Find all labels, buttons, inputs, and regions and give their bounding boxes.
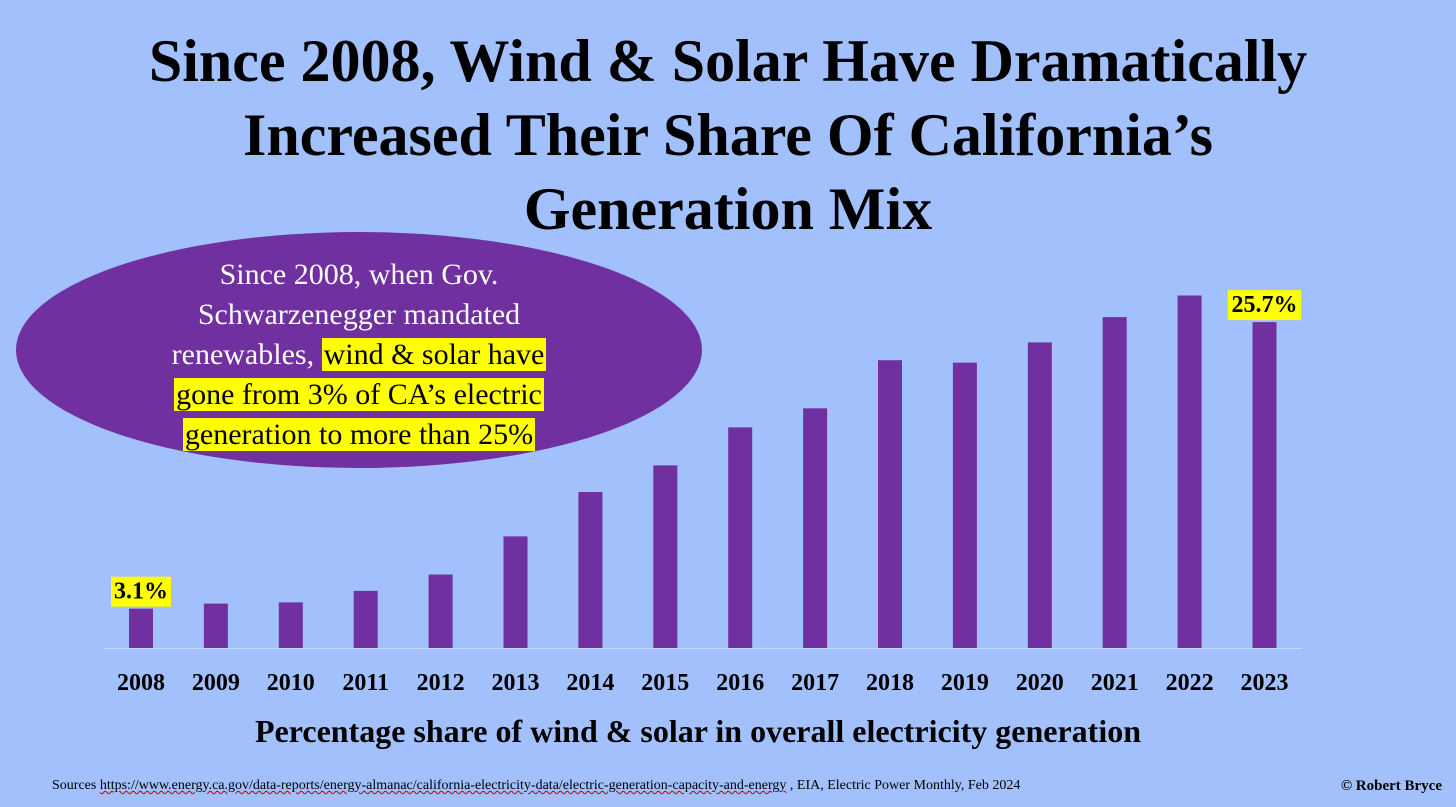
callout-line-3: renewables, wind & solar have [16, 335, 702, 375]
data-label-bg [1227, 290, 1302, 321]
bar-2023 [1252, 322, 1277, 648]
bar-2015 [653, 465, 678, 648]
chart-title: Since 2008, Wind & Solar Have Dramatical… [0, 24, 1456, 246]
x-tick-label-2008: 2008 [117, 670, 165, 696]
callout-text: Since 2008, when Gov. Schwarzenegger man… [16, 255, 702, 455]
sources-prefix: Sources [52, 778, 97, 793]
data-label-text: 25.7% [1232, 292, 1298, 318]
bar-2017 [803, 408, 828, 648]
title-line-2: Increased Their Share Of California’s [242, 102, 1214, 168]
bar-2014 [578, 492, 603, 648]
x-axis-label: Percentage share of wind & solar in over… [254, 713, 1141, 749]
x-tick-label-2010: 2010 [267, 670, 315, 696]
sources-note: Sources https://www.energy.ca.gov/data-r… [52, 778, 1020, 794]
x-tick-label-2012: 2012 [417, 670, 465, 696]
x-tick-label-2023: 2023 [1241, 670, 1289, 696]
x-tick-label-2018: 2018 [866, 670, 914, 696]
x-tick-label-2011: 2011 [342, 670, 389, 696]
bar-2008 [129, 608, 153, 648]
copyright: © Robert Bryce [1340, 778, 1442, 794]
bar-2012 [428, 574, 453, 648]
callout-line-2: Schwarzenegger mandated [197, 298, 521, 331]
x-tick-label-2016: 2016 [716, 670, 764, 696]
bar-2022 [1177, 295, 1202, 648]
data-label-2008: 3.1% [111, 576, 171, 607]
bar-2010 [278, 602, 303, 648]
bar-2019 [952, 362, 977, 648]
data-label-2023: 25.7% [1227, 290, 1302, 321]
x-tick-label-2019: 2019 [941, 670, 989, 696]
x-tick-label-2014: 2014 [566, 670, 614, 696]
bar-2016 [728, 427, 753, 648]
bar-2009 [203, 603, 228, 648]
sources-url[interactable]: https://www.energy.ca.gov/data-reports/e… [99, 778, 787, 793]
callout-line-5: generation to more than 25% [16, 415, 702, 455]
x-tick-label-2021: 2021 [1091, 670, 1139, 696]
callout-line-4: gone from 3% of CA’s electric [16, 375, 702, 415]
callout-line-5-highlight: generation to more than 25% [182, 418, 536, 451]
x-tick-label-2009: 2009 [192, 670, 240, 696]
x-tick-label-2015: 2015 [641, 670, 689, 696]
callout-line-3-plain: renewables, [171, 338, 322, 371]
x-tick-label-2020: 2020 [1016, 670, 1064, 696]
title-line-3: Generation Mix [523, 176, 933, 242]
callout-line-4-highlight: gone from 3% of CA’s electric [174, 378, 544, 411]
x-tick-label-2022: 2022 [1166, 670, 1214, 696]
bar-2018 [878, 360, 902, 648]
callout-line-3-highlight: wind & solar have [321, 338, 547, 371]
data-label-text: 3.1% [114, 579, 168, 605]
callout-line-1: Since 2008, when Gov. [219, 258, 499, 291]
bar-2011 [353, 590, 378, 648]
bar-2020 [1027, 342, 1052, 648]
bar-2013 [503, 536, 528, 648]
x-tick-label-2013: 2013 [492, 670, 540, 696]
sources-suffix: , EIA, Electric Power Monthly, Feb 2024 [786, 778, 1021, 793]
bar-2021 [1102, 317, 1127, 648]
data-label-bg [111, 576, 171, 607]
x-tick-label-2017: 2017 [791, 670, 839, 696]
title-line-1: Since 2008, Wind & Solar Have Dramatical… [148, 28, 1308, 94]
